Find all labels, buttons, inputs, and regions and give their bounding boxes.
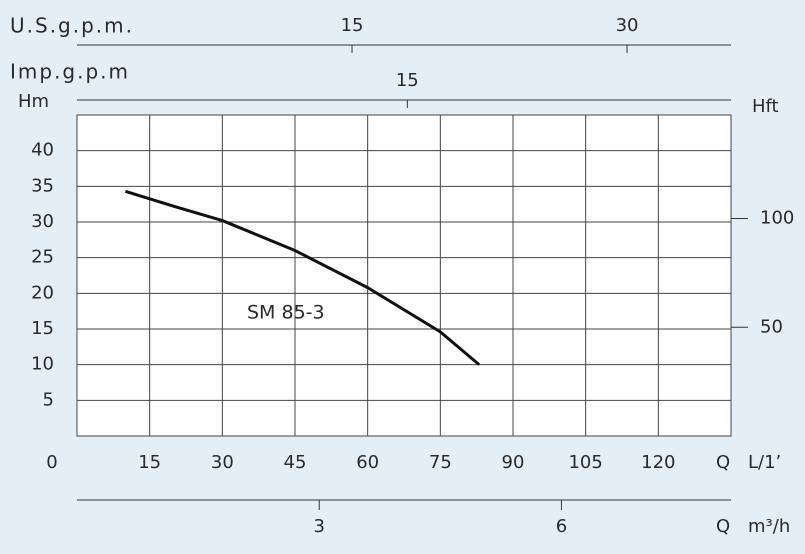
bottom-axis-label: m³/h [748,516,790,537]
top-axis-label: U.S.g.p.m. [10,14,134,38]
x-tick-label: 60 [356,452,379,473]
plot-area [76,114,732,437]
y-tick-label: 10 [31,354,54,375]
y-tick-label: 20 [31,282,54,303]
x-q-label: Q [716,452,730,473]
y-axis-label: Hm [18,91,49,112]
top-axis-tick-label: 15 [396,70,419,91]
x-tick-label: 90 [502,452,525,473]
curve [125,189,481,366]
series-label: SM 85-3 [247,302,325,324]
x-tick-label: 30 [211,452,234,473]
x-tick-label: 0 [46,452,57,473]
x-tick-label: 120 [641,452,675,473]
x-tick-label: 105 [568,452,602,473]
y2-tick-label: 50 [760,316,783,337]
x-axis-label: L/1’ [748,452,781,473]
bottom-axis-tick-label: 6 [556,516,567,537]
y-tick-label: 25 [31,247,54,268]
y-tick-label: 35 [31,175,54,196]
bottom-axis-tick-label: 3 [313,516,324,537]
y2-axis-label: Hft [752,96,779,117]
top-axis-label: Imp.g.p.m [10,60,130,84]
y2-tick-label: 100 [760,208,794,229]
y-tick-label: 30 [31,211,54,232]
y-tick-label: 15 [31,318,54,339]
x-tick-label: 45 [284,452,307,473]
y-tick-label: 5 [43,389,54,410]
top-axis-tick-label: 15 [341,15,364,36]
x-tick-label: 75 [429,452,452,473]
y-tick-label: 40 [31,140,54,161]
top-axis-tick-label: 30 [616,15,639,36]
bottom-q-label: Q [716,516,730,537]
x-tick-label: 15 [138,452,161,473]
